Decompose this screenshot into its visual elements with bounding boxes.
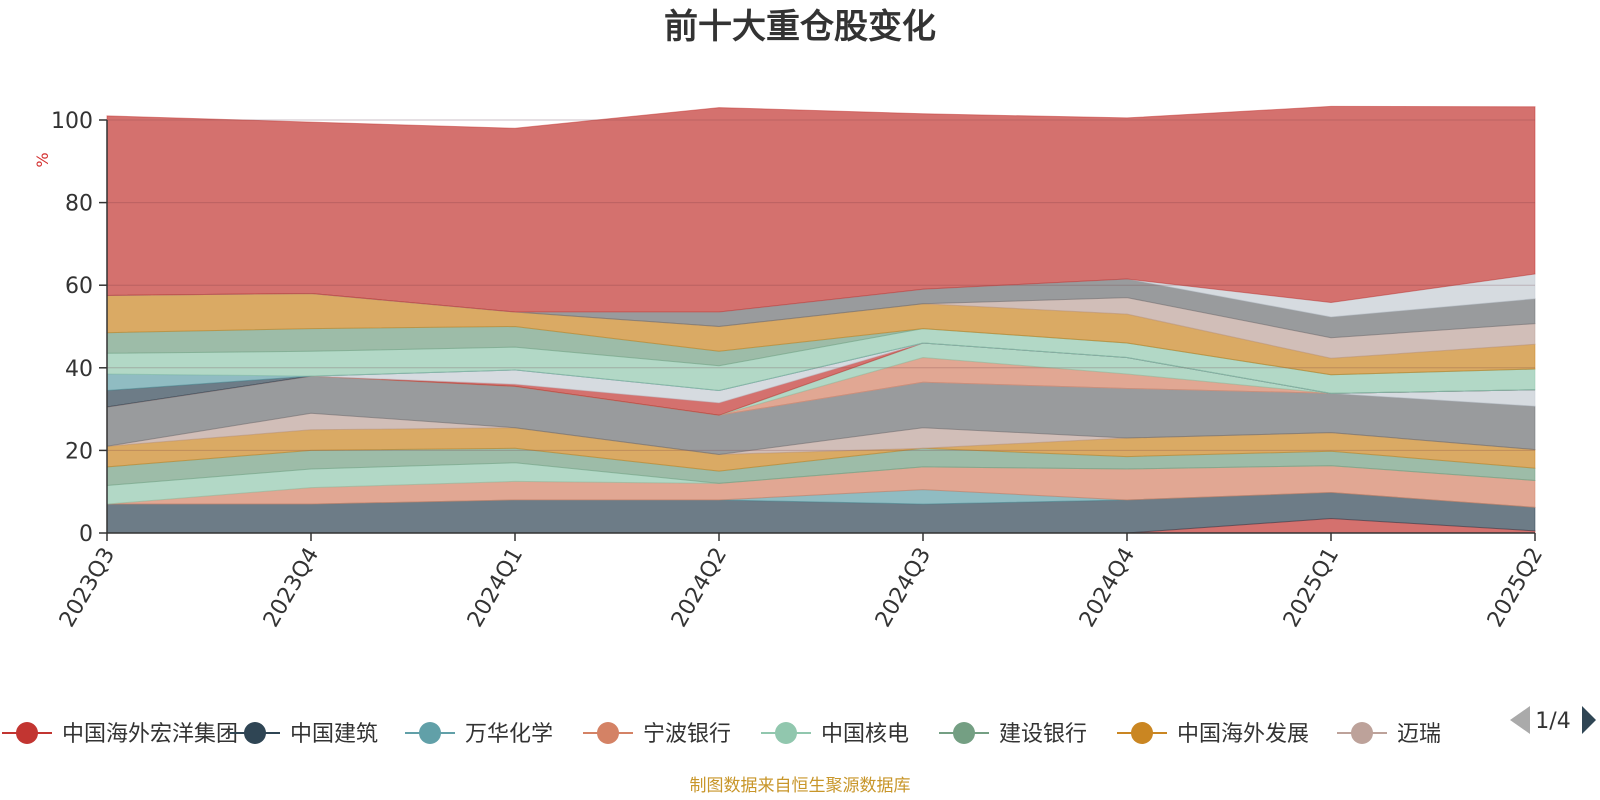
legend-next-arrow-icon[interactable] [1582, 706, 1596, 734]
legend-marker-icon [244, 722, 266, 744]
area-series-layer [106, 105, 1536, 534]
legend-marker-icon [419, 722, 441, 744]
x-tick-label: 2024Q2 [667, 544, 732, 632]
legend-label: 建设银行 [999, 722, 1087, 747]
legend-item-7[interactable]: 迈瑞 [1337, 722, 1441, 747]
y-tick-label: 80 [65, 192, 93, 217]
legend-marker-icon [953, 722, 975, 744]
area-series-22 [106, 105, 1536, 313]
data-source-footer: 制图数据来自恒生聚源数据库 [690, 776, 911, 796]
x-tick-label: 2023Q4 [259, 544, 324, 632]
legend-label: 中国海外宏洋集团 [62, 722, 238, 747]
y-axis-unit: % [33, 152, 52, 167]
chart-title: 前十大重仓股变化 [664, 7, 936, 47]
y-tick-label: 40 [65, 357, 93, 382]
legend-item-1[interactable]: 中国建筑 [230, 722, 378, 747]
x-tick-label: 2025Q2 [1483, 544, 1548, 632]
y-tick-label: 20 [65, 439, 93, 464]
legend-label: 中国海外发展 [1177, 722, 1309, 747]
x-tick-label: 2023Q3 [55, 544, 120, 632]
legend-label: 中国核电 [821, 722, 909, 747]
legend-item-4[interactable]: 中国核电 [761, 722, 909, 747]
legend-label: 万华化学 [465, 722, 553, 747]
legend-pager: 1/4 [1510, 706, 1596, 734]
legend-item-3[interactable]: 宁波银行 [583, 722, 731, 747]
x-tick-label: 2024Q1 [463, 544, 528, 632]
legend-item-0[interactable]: 中国海外宏洋集团 [2, 722, 238, 747]
x-tick-label: 2025Q1 [1279, 544, 1344, 632]
legend-marker-icon [16, 722, 38, 744]
x-tick-label: 2024Q3 [871, 544, 936, 632]
y-tick-label: 60 [65, 274, 93, 299]
legend-prev-arrow-icon[interactable] [1510, 706, 1530, 734]
legend-label: 宁波银行 [643, 722, 731, 747]
legend-label: 中国建筑 [290, 722, 378, 747]
x-tick-label: 2024Q4 [1075, 544, 1140, 632]
legend-label: 迈瑞 [1397, 722, 1441, 747]
legend-item-6[interactable]: 中国海外发展 [1117, 722, 1309, 747]
legend-marker-icon [775, 722, 797, 744]
legend-marker-icon [1131, 722, 1153, 744]
y-tick-label: 0 [79, 522, 93, 547]
legend-marker-icon [597, 722, 619, 744]
legend-page-indicator: 1/4 [1535, 709, 1570, 734]
legend-item-5[interactable]: 建设银行 [939, 722, 1087, 747]
legend-marker-icon [1351, 722, 1373, 744]
y-tick-label: 100 [51, 109, 93, 134]
legend-item-2[interactable]: 万华化学 [405, 722, 553, 747]
legend: 中国海外宏洋集团 中国建筑 万华化学 宁波银行 中国核电 建设银行 中国海外发展 迈瑞 [2, 722, 1441, 747]
grid-overlay [107, 119, 1535, 451]
